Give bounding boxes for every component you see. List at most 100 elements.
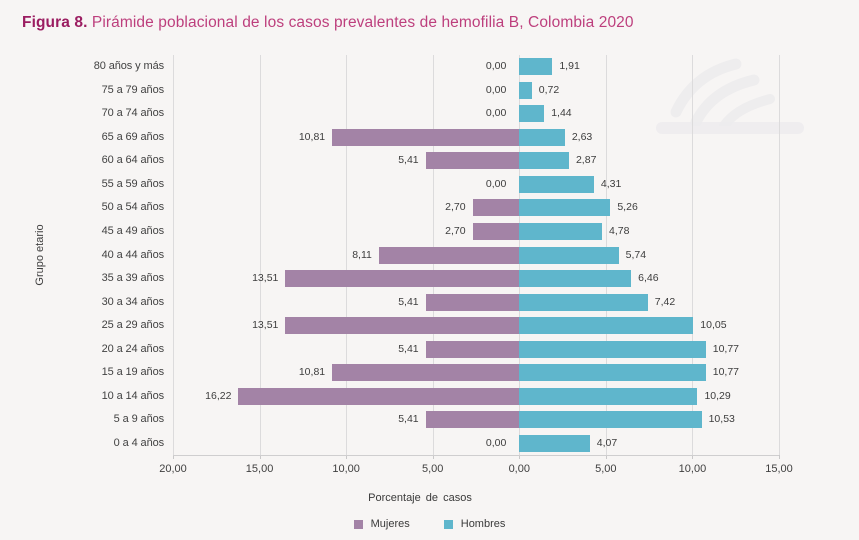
gridline — [346, 55, 348, 455]
x-tick-label: 15,00 — [765, 463, 793, 475]
value-label-hombres: 1,91 — [559, 60, 580, 73]
legend-item-hombres: Hombres — [443, 518, 506, 530]
bar-mujeres — [332, 128, 520, 146]
hombres-swatch-icon — [443, 519, 453, 529]
legend-label-hombres: Hombres — [460, 518, 506, 530]
value-label-hombres: 0,72 — [538, 83, 560, 96]
x-axis-ticks: 20,00 15,00 10,00 5,00 0,00 5,00 10,00 15,00 — [159, 463, 793, 477]
figure-title: Figura 8. Pirámide poblacional de los ca… — [22, 14, 634, 32]
value-label-hombres: 10,05 — [700, 319, 727, 332]
bar-hombres — [519, 152, 569, 170]
legend-item-mujeres: Mujeres — [353, 518, 410, 530]
x-axis-title: Porcentaje de casos — [368, 492, 472, 504]
value-label-hombres: 6,46 — [638, 272, 659, 285]
age-group-label: 55 a 59 años — [101, 177, 165, 190]
x-tick-label: 20,00 — [159, 463, 187, 475]
value-label-mujeres: 5,41 — [398, 413, 419, 426]
axis-tickmark — [432, 455, 434, 459]
bar-hombres — [519, 58, 553, 76]
value-label-hombres: 4,31 — [600, 177, 622, 190]
bar-mujeres — [472, 222, 520, 240]
figure-number: Figura 8. — [22, 14, 88, 31]
gridline — [173, 55, 174, 455]
chart-legend: Mujeres Hombres — [0, 518, 859, 530]
bar-mujeres — [238, 387, 520, 405]
age-group-label: 30 a 34 años — [101, 295, 165, 308]
age-group-label: 20 a 24 años — [101, 342, 165, 355]
x-axis-line — [173, 455, 779, 456]
x-tick-label: 0,00 — [508, 463, 530, 475]
bar-hombres — [519, 434, 590, 452]
value-label-hombres: 4,78 — [609, 224, 630, 237]
value-label-mujeres: 0,00 — [485, 83, 507, 96]
value-label-hombres: 5,74 — [625, 248, 647, 261]
bar-hombres — [519, 175, 594, 193]
value-label-hombres: 7,42 — [654, 295, 676, 308]
figure-title-text: Pirámide poblacional de los casos preval… — [87, 14, 634, 31]
bar-mujeres — [425, 340, 520, 358]
value-label-hombres: 2,87 — [575, 154, 597, 167]
axis-tickmark — [692, 455, 694, 459]
value-label-mujeres: 0,00 — [485, 107, 507, 120]
age-group-label: 75 a 79 años — [101, 83, 165, 96]
bar-hombres — [519, 222, 603, 240]
gridline — [692, 55, 694, 455]
value-label-mujeres: 13,51 — [252, 272, 279, 285]
bar-hombres — [519, 411, 702, 429]
bar-mujeres — [425, 293, 520, 311]
value-label-mujeres: 16,22 — [205, 389, 232, 402]
age-group-label: 0 a 4 años — [113, 436, 164, 449]
bar-hombres — [519, 199, 611, 217]
bar-mujeres — [285, 317, 520, 335]
bar-hombres — [519, 246, 619, 264]
y-axis-labels: 80 años y más 75 a 79 años 70 a 74 años 65 … — [0, 55, 164, 455]
bar-hombres — [519, 387, 698, 405]
value-label-mujeres: 2,70 — [445, 224, 466, 237]
bar-mujeres — [472, 199, 520, 217]
age-group-label: 5 a 9 años — [113, 413, 164, 426]
value-label-hombres: 4,07 — [596, 436, 618, 449]
bar-hombres — [519, 81, 532, 99]
bar-mujeres — [425, 411, 520, 429]
bar-mujeres — [378, 246, 520, 264]
value-label-mujeres: 10,81 — [298, 366, 326, 379]
bar-mujeres — [425, 152, 520, 170]
bar-hombres — [519, 105, 545, 123]
plot-area: 0,00 1,91 0,00 0,72 0,00 1,44 10,81 2,63 5,41 2,8… — [173, 55, 780, 459]
bar-hombres — [519, 340, 706, 358]
value-label-hombres: 10,77 — [712, 342, 740, 355]
axis-tickmark — [779, 455, 780, 459]
age-group-label: 65 a 69 años — [101, 130, 165, 143]
value-label-mujeres: 0,00 — [485, 177, 507, 190]
value-label-mujeres: 0,00 — [485, 436, 507, 449]
bar-hombres — [519, 270, 632, 288]
age-group-label: 60 a 64 años — [101, 154, 165, 167]
value-label-mujeres: 13,51 — [252, 319, 279, 332]
bar-hombres — [519, 364, 706, 382]
value-label-mujeres: 10,81 — [298, 130, 326, 143]
age-group-label: 50 a 54 años — [101, 201, 165, 214]
value-label-mujeres: 5,41 — [398, 154, 419, 167]
legend-label-mujeres: Mujeres — [370, 518, 410, 530]
age-group-label: 10 a 14 años — [101, 389, 165, 402]
value-label-mujeres: 8,11 — [352, 248, 372, 261]
bar-hombres — [519, 293, 648, 311]
value-label-mujeres: 2,70 — [445, 201, 466, 214]
x-tick-label: 5,00 — [421, 463, 444, 475]
age-group-label: 80 años y más — [93, 60, 164, 73]
age-group-label: 70 a 74 años — [101, 107, 165, 120]
value-label-hombres: 5,26 — [617, 201, 638, 214]
axis-tickmark — [605, 455, 607, 459]
value-label-hombres: 2,63 — [571, 130, 593, 143]
age-group-label: 15 a 19 años — [101, 366, 165, 379]
value-label-hombres: 10,53 — [708, 413, 735, 426]
age-group-label: 35 a 39 años — [101, 272, 165, 285]
value-label-hombres: 1,44 — [551, 107, 572, 120]
axis-tickmark — [519, 455, 521, 459]
age-group-label: 25 a 29 años — [101, 319, 165, 332]
value-label-mujeres: 0,00 — [485, 60, 507, 73]
mujeres-swatch-icon — [353, 519, 363, 529]
bar-mujeres — [332, 364, 520, 382]
bar-hombres — [519, 128, 565, 146]
